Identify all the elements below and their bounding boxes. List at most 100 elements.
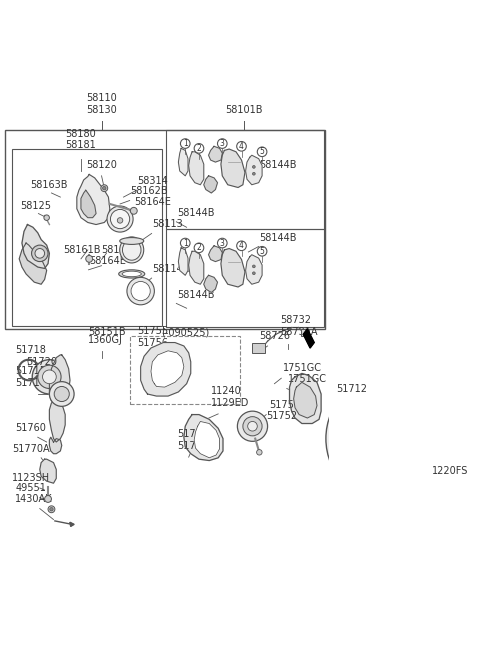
Text: (-090525): (-090525) [161,327,209,337]
Polygon shape [141,342,191,396]
Text: 1: 1 [183,139,188,148]
Bar [166,229,324,327]
Ellipse shape [122,271,141,277]
Text: 3: 3 [220,239,225,248]
Circle shape [252,172,255,175]
Circle shape [103,186,106,190]
Text: 58144B: 58144B [177,208,215,217]
Circle shape [374,421,408,455]
Text: 58113: 58113 [152,219,183,229]
Circle shape [54,386,69,402]
Text: 5: 5 [260,148,264,157]
Circle shape [194,243,204,253]
Text: 11240
1129ED: 11240 1129ED [211,386,250,408]
Text: 51751: 51751 [269,400,300,410]
Circle shape [248,421,257,431]
Circle shape [383,430,399,447]
Polygon shape [81,190,96,217]
Text: 1123SH: 1123SH [12,473,50,483]
Polygon shape [49,437,62,454]
Polygon shape [151,351,184,387]
Circle shape [257,147,267,157]
Polygon shape [204,276,217,292]
Circle shape [365,413,417,465]
Text: 58726: 58726 [259,331,290,341]
Ellipse shape [110,210,130,228]
Bar [252,343,265,353]
Bar [300,329,309,336]
Circle shape [32,360,67,394]
Polygon shape [246,155,262,185]
Text: 58161B: 58161B [63,245,101,256]
Text: 58144B: 58144B [177,290,215,300]
Circle shape [131,208,137,214]
Circle shape [48,506,55,512]
Text: 58164E: 58164E [134,197,171,206]
Circle shape [44,215,49,221]
Text: 51715
51716: 51715 51716 [15,366,46,388]
Circle shape [243,417,262,436]
Text: 58151B: 58151B [88,327,125,337]
Circle shape [38,365,61,388]
Polygon shape [303,329,314,348]
Circle shape [50,507,53,511]
Text: 58144B: 58144B [259,233,297,243]
Circle shape [326,373,456,504]
Text: 2: 2 [197,144,201,153]
Circle shape [252,265,255,268]
Polygon shape [221,248,245,287]
Circle shape [257,247,267,256]
Circle shape [405,465,413,474]
Text: 51718: 51718 [15,345,46,355]
Bar [166,130,324,229]
Circle shape [194,144,204,153]
Polygon shape [194,421,219,458]
Polygon shape [221,149,245,188]
Text: 1751GC: 1751GC [288,374,327,384]
Circle shape [257,450,262,455]
Polygon shape [40,459,56,483]
Polygon shape [204,176,217,193]
Text: 58125: 58125 [21,201,51,211]
Text: 51752: 51752 [266,411,297,421]
Text: 58110
58130: 58110 58130 [86,93,117,115]
Circle shape [43,370,56,384]
Circle shape [127,278,155,305]
Bar [131,336,240,404]
Polygon shape [189,251,204,284]
Text: 58112: 58112 [102,245,132,256]
Text: 3: 3 [220,139,225,148]
Ellipse shape [120,237,144,245]
Circle shape [32,245,48,261]
Polygon shape [77,175,110,225]
Text: 4: 4 [239,142,244,151]
Ellipse shape [119,270,145,278]
Circle shape [237,142,246,151]
Circle shape [217,138,227,148]
Circle shape [49,382,74,406]
Circle shape [405,404,413,411]
Text: 2: 2 [197,243,201,252]
Polygon shape [179,148,188,176]
Bar [12,149,162,326]
Text: 1430AK: 1430AK [15,494,53,505]
Text: 58120: 58120 [86,160,117,170]
Circle shape [86,256,93,262]
Text: 58180
58181: 58180 58181 [66,129,96,151]
Polygon shape [209,246,222,261]
Text: 58162B: 58162B [131,186,168,197]
Text: 51720: 51720 [26,356,57,367]
Circle shape [180,138,190,148]
Polygon shape [294,382,317,418]
Circle shape [117,217,123,223]
Circle shape [369,465,377,474]
Ellipse shape [122,239,141,260]
Circle shape [252,272,255,274]
Circle shape [369,404,377,411]
Ellipse shape [107,206,133,232]
Polygon shape [179,248,188,276]
Circle shape [238,411,267,441]
Circle shape [252,166,255,168]
Polygon shape [22,225,49,269]
Circle shape [45,496,51,503]
